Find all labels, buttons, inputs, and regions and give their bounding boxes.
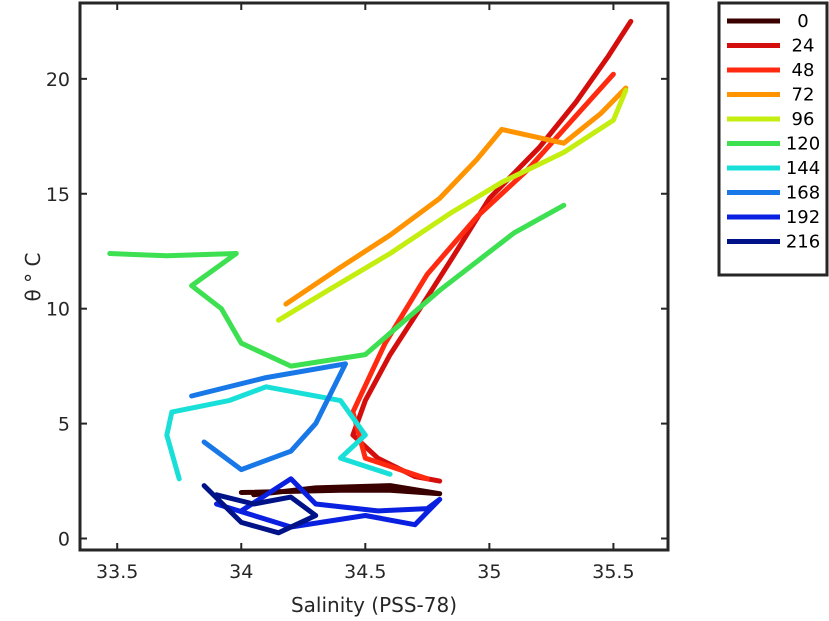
x-tick-label: 35 [477,561,501,583]
series-line-168 [189,361,348,473]
series-line-120 [107,202,567,369]
y-tick-label: 0 [58,529,70,551]
x-tick-label: 33.5 [96,561,138,583]
y-axis-label: θ ° C [21,253,45,302]
plot-frame [78,1,670,552]
legend-label-0: 0 [797,11,808,32]
x-tick-label: 35.5 [592,561,634,583]
legend-label-144: 144 [786,158,820,179]
legend-label-216: 216 [786,232,820,253]
legend-label-48: 48 [792,60,815,81]
legend-label-168: 168 [786,183,820,204]
y-tick-label: 5 [58,414,70,436]
series-line-72 [283,85,629,307]
x-axis-label: Salinity (PSS-78) [291,593,457,617]
legend-box [717,1,829,277]
series-line-144 [164,384,393,482]
series-line-0 [238,483,443,498]
x-axis: 33.5 34 34.5 35 35.5 [96,3,635,583]
legend-label-72: 72 [792,85,815,106]
legend-label-96: 96 [792,109,815,130]
legend-label-24: 24 [792,36,815,57]
series-layer [107,18,634,536]
y-tick-label: 15 [46,184,70,206]
y-tick-label: 10 [46,299,70,321]
x-tick-label: 34 [229,561,253,583]
legend-label-192: 192 [786,207,820,228]
y-axis: 0 5 10 15 20 [46,69,668,551]
series-line-216 [201,483,319,536]
legend-label-120: 120 [786,134,820,155]
legend: 0 24 48 72 96 120 144 168 192 216 [717,1,829,277]
series-line-192 [214,476,443,530]
x-tick-label: 34.5 [344,561,386,583]
series-line-48 [350,71,616,482]
y-tick-label: 20 [46,69,70,91]
series-line-96 [276,87,629,323]
